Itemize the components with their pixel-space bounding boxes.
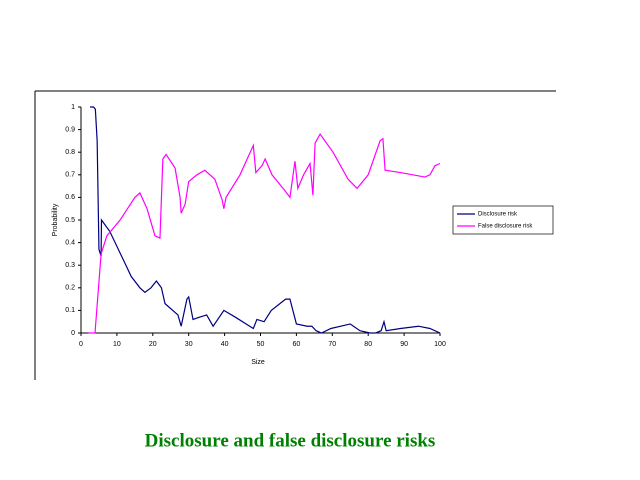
x-axis-label: Size [251,359,265,366]
x-tick-label: 100 [434,341,446,348]
y-tick-label: 0.7 [65,172,75,179]
y-axis-label: Probability [52,203,59,236]
y-tick-label: 0.5 [65,217,75,224]
y-tick-label: 0.1 [65,307,75,314]
y-tick-label: 0.6 [65,194,75,201]
y-tick-label: 0.4 [65,239,75,246]
data-line [88,132,441,334]
x-tick-label: 0 [79,341,83,348]
y-tick-label: 0.2 [65,285,75,292]
x-tick-label: 90 [400,341,408,348]
y-tick-label: 0 [71,330,75,337]
x-tick-label: 40 [221,341,229,348]
x-tick-label: 10 [113,341,121,348]
y-tick-label: 0.3 [65,262,75,269]
x-tick-label: 50 [257,341,265,348]
x-tick-label: 60 [293,341,301,348]
y-tick-label: 1 [71,104,75,111]
legend-label: Disclosure risk [478,212,518,218]
x-tick-label: 70 [328,341,336,348]
x-tick-label: 30 [185,341,193,348]
chart-title: Disclosure and false disclosure risks [145,430,436,451]
x-tick-label: 20 [149,341,157,348]
legend-label: False disclosure risk [478,224,533,230]
x-tick-label: 80 [364,341,372,348]
data-line [89,106,441,334]
legend-box [452,205,554,235]
y-tick-label: 0.8 [65,149,75,156]
y-tick-label: 0.9 [65,126,75,133]
